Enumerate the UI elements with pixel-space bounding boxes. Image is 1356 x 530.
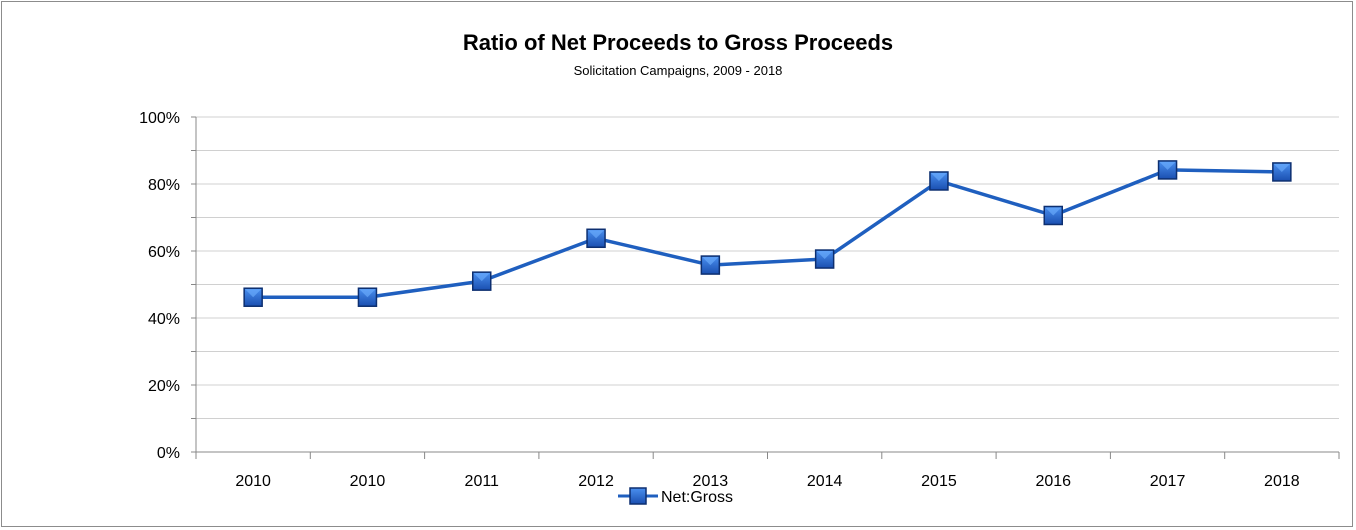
x-tick-label: 2012 [578, 473, 614, 490]
data-point [700, 255, 721, 275]
data-point-highlight [473, 273, 490, 282]
x-tick-label: 2017 [1150, 473, 1186, 490]
data-point-highlight [702, 257, 719, 266]
data-point-highlight [359, 289, 376, 298]
data-point [586, 228, 606, 249]
data-point [1272, 162, 1292, 182]
data-point [814, 249, 835, 269]
data-point [243, 287, 263, 307]
data-point [1157, 160, 1178, 180]
data-point [929, 171, 949, 191]
gridlines [196, 116, 1339, 419]
series-net-gross [243, 160, 1292, 307]
y-tick-label: 40% [148, 311, 180, 328]
x-tick-label: 2016 [1035, 473, 1071, 490]
data-point-highlight [930, 172, 947, 181]
data-point-highlight [1045, 207, 1062, 216]
y-tick-label: 100% [139, 110, 180, 127]
axes [191, 116, 1340, 459]
data-point-highlight [245, 289, 262, 298]
legend: Net:Gross [618, 487, 733, 506]
data-point-highlight [816, 251, 833, 260]
data-point-highlight [1159, 161, 1176, 170]
y-tick-label: 80% [148, 177, 180, 194]
x-tick-label: 2015 [921, 473, 957, 490]
chart-subtitle: Solicitation Campaigns, 2009 - 2018 [573, 63, 783, 78]
x-tick-label: 2013 [693, 473, 729, 490]
legend-marker-swatch [629, 487, 647, 505]
data-point [357, 287, 378, 307]
x-tick-label: 2011 [465, 473, 500, 490]
x-tick-label: 2010 [350, 473, 386, 490]
series-line [253, 168, 1282, 299]
x-tick-label: 2010 [235, 473, 271, 490]
y-tick-label: 20% [148, 378, 180, 395]
y-axis-labels: 0% 20% 40% 60% 80% 100% [139, 110, 180, 462]
x-tick-label: 2018 [1264, 473, 1300, 490]
x-tick-label: 2014 [807, 473, 843, 490]
y-tick-label: 0% [157, 445, 180, 462]
y-tick-label: 60% [148, 244, 180, 261]
data-point-highlight [588, 230, 605, 239]
data-point [1043, 205, 1063, 226]
x-axis-labels: 2010 2010 2011 2012 2013 2014 2015 2016 2017 2018 [235, 473, 1299, 490]
chart-title: Ratio of Net Proceeds to Gross Proceeds [462, 30, 894, 55]
data-point [472, 271, 492, 291]
legend-label-net-gross: Net:Gross [661, 489, 733, 506]
data-point-highlight [1273, 163, 1290, 172]
